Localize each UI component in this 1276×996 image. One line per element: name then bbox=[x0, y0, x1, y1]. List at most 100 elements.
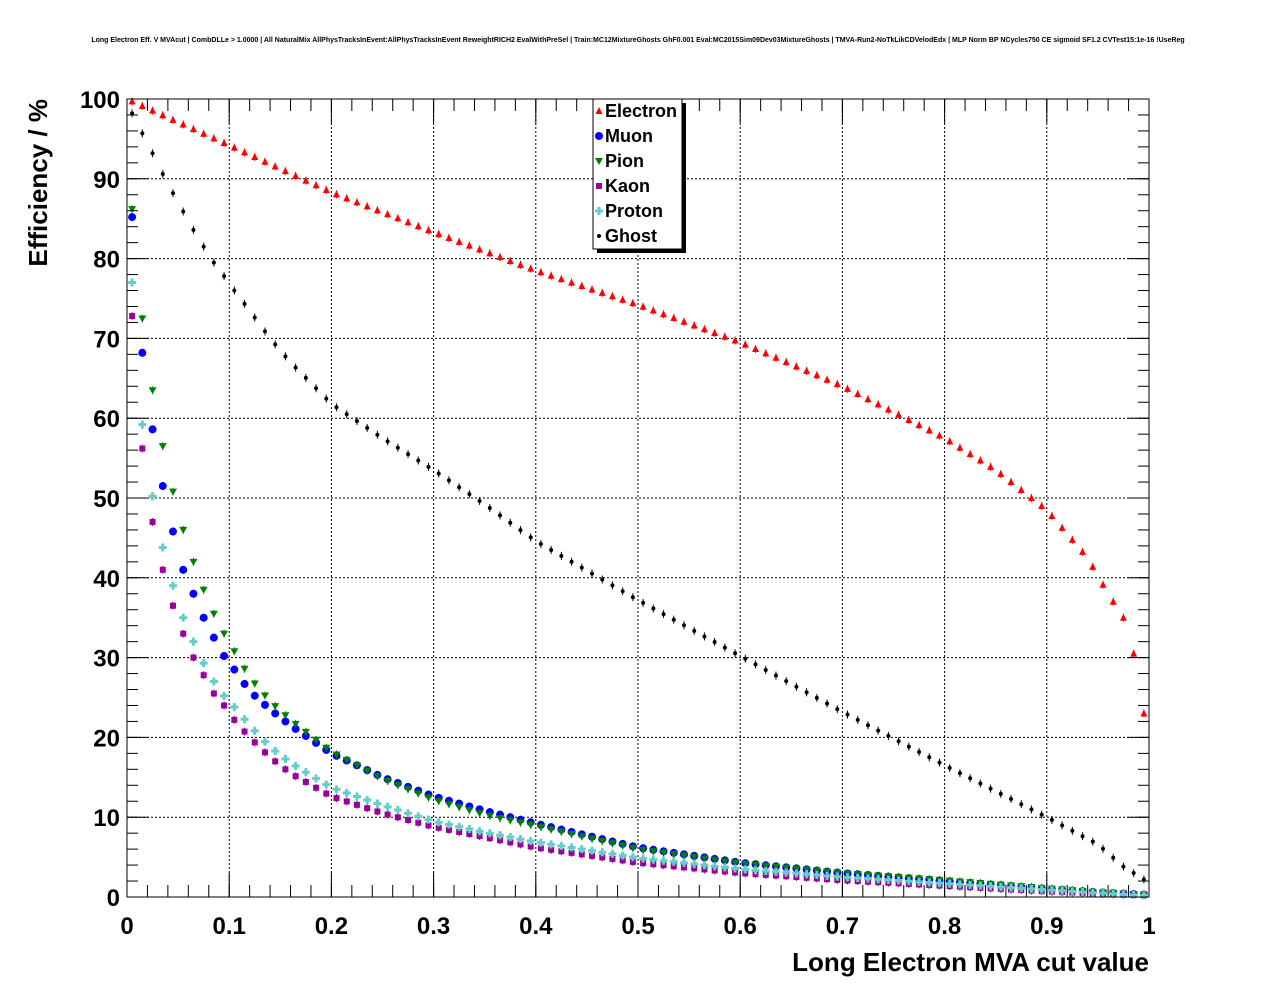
data-point bbox=[394, 214, 402, 222]
data-point bbox=[772, 353, 780, 361]
data-point bbox=[771, 863, 780, 871]
data-point bbox=[527, 843, 534, 850]
data-point bbox=[496, 253, 504, 261]
data-point bbox=[743, 656, 748, 661]
data-point bbox=[986, 882, 995, 891]
data-point bbox=[681, 623, 686, 628]
data-point bbox=[230, 143, 238, 151]
data-point bbox=[252, 315, 257, 320]
legend-item-muon: Muon bbox=[595, 126, 653, 146]
data-point bbox=[784, 679, 789, 684]
legend: Electron Muon Pion Kaon Proton Ghost bbox=[592, 98, 686, 253]
data-point bbox=[303, 375, 308, 380]
data-point bbox=[761, 867, 770, 876]
data-point bbox=[283, 354, 288, 359]
data-point bbox=[700, 861, 709, 870]
data-point bbox=[639, 302, 647, 310]
data-point bbox=[1080, 834, 1085, 839]
data-point bbox=[465, 825, 474, 834]
data-point bbox=[619, 295, 627, 303]
y-tick-label: 30 bbox=[93, 646, 120, 673]
data-point bbox=[813, 371, 821, 379]
data-point bbox=[486, 249, 494, 257]
data-point bbox=[864, 395, 872, 403]
data-point bbox=[498, 513, 503, 518]
data-point bbox=[222, 274, 227, 279]
y-tick-label: 10 bbox=[93, 805, 120, 832]
data-point bbox=[1089, 562, 1097, 570]
data-point bbox=[516, 819, 525, 827]
data-point bbox=[670, 863, 677, 870]
data-point bbox=[1037, 885, 1046, 894]
legend-item-proton: Proton bbox=[595, 201, 663, 221]
x-tick-label: 0.1 bbox=[213, 913, 246, 940]
data-point bbox=[486, 835, 493, 842]
legend-marker bbox=[595, 107, 603, 114]
data-point bbox=[711, 867, 718, 874]
data-point bbox=[679, 852, 688, 860]
data-point bbox=[168, 488, 177, 496]
data-point bbox=[414, 812, 423, 821]
data-point bbox=[384, 811, 391, 818]
data-point bbox=[1017, 884, 1026, 893]
data-point bbox=[590, 571, 595, 576]
data-point bbox=[906, 744, 911, 749]
data-point bbox=[1027, 494, 1035, 501]
data-point bbox=[364, 805, 371, 812]
data-point bbox=[823, 375, 831, 383]
data-point bbox=[751, 861, 760, 869]
data-point bbox=[752, 344, 760, 352]
data-point bbox=[712, 640, 717, 645]
data-point bbox=[444, 801, 453, 809]
legend-item-pion: Pion bbox=[595, 151, 644, 171]
data-point bbox=[609, 855, 616, 862]
data-point bbox=[148, 492, 157, 501]
data-point bbox=[763, 667, 768, 672]
data-point bbox=[1049, 817, 1054, 822]
data-point bbox=[395, 445, 400, 450]
y-tick-label: 100 bbox=[80, 87, 120, 114]
data-point bbox=[669, 851, 678, 859]
data-point bbox=[567, 843, 576, 852]
data-point bbox=[158, 482, 167, 491]
data-point bbox=[937, 760, 942, 765]
data-point bbox=[139, 445, 146, 452]
data-point bbox=[424, 226, 432, 234]
data-point bbox=[365, 425, 370, 430]
data-point bbox=[425, 822, 432, 829]
data-point bbox=[199, 613, 208, 622]
data-point bbox=[128, 213, 137, 222]
data-point bbox=[598, 838, 607, 846]
data-point bbox=[569, 559, 574, 564]
data-point bbox=[620, 589, 625, 594]
data-point bbox=[577, 833, 586, 841]
data-point bbox=[130, 111, 135, 116]
data-point bbox=[293, 365, 298, 370]
data-point bbox=[629, 858, 636, 865]
data-point bbox=[1017, 486, 1025, 494]
x-tick-label: 0.3 bbox=[417, 913, 450, 940]
data-point bbox=[1058, 886, 1067, 895]
data-point bbox=[896, 739, 901, 744]
data-point bbox=[271, 162, 279, 170]
data-point bbox=[855, 717, 860, 722]
data-point bbox=[649, 855, 658, 864]
data-point bbox=[496, 815, 505, 823]
data-point bbox=[671, 617, 676, 622]
data-point bbox=[915, 421, 923, 429]
data-point bbox=[475, 810, 484, 818]
data-point bbox=[578, 851, 585, 858]
data-point bbox=[220, 138, 228, 146]
data-point bbox=[547, 271, 555, 279]
data-point bbox=[128, 206, 137, 214]
data-point bbox=[526, 836, 535, 845]
data-point bbox=[199, 659, 208, 668]
data-point bbox=[557, 828, 566, 836]
data-point bbox=[804, 690, 809, 695]
data-point bbox=[610, 583, 615, 588]
data-point bbox=[1140, 709, 1148, 717]
data-point bbox=[874, 875, 883, 884]
series-layer bbox=[128, 97, 1148, 900]
data-point bbox=[536, 824, 545, 832]
data-point bbox=[250, 726, 259, 735]
